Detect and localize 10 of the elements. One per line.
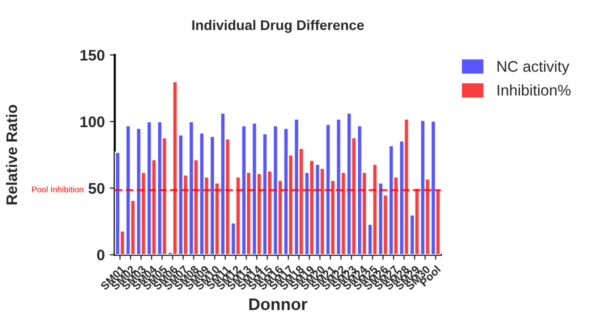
ref-line-label: Pool Inhibition (32, 186, 84, 192)
chart-title: Individual Drug Difference (192, 20, 364, 33)
y-tick-label: 0 (97, 250, 104, 260)
x-axis-title: Donnor (249, 298, 308, 310)
y-tick-label: 150 (80, 50, 104, 61)
legend-label: NC activity (498, 60, 570, 75)
y-tick-label: 50 (88, 183, 104, 194)
y-axis-title: Relative Ratio (6, 104, 18, 204)
legend-label: Inhibition% (498, 84, 571, 96)
y-tick-label: 100 (80, 116, 104, 128)
